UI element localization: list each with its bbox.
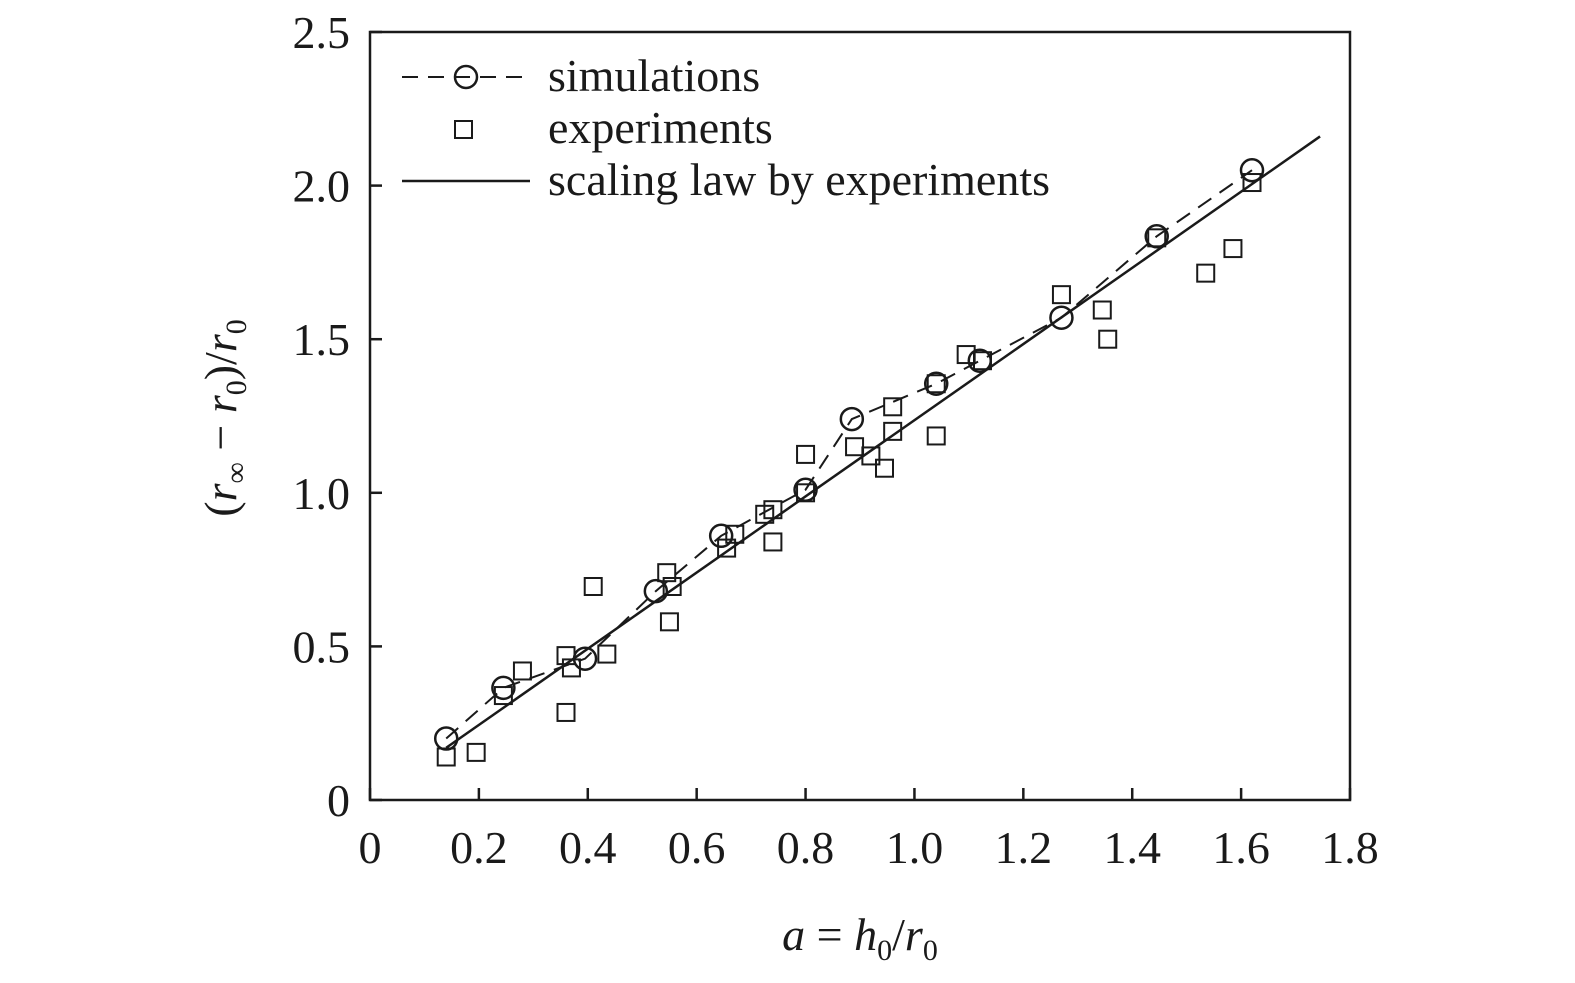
x-tick-label-5: 1.0 xyxy=(886,822,944,873)
experiment-point xyxy=(725,524,745,544)
x-tick-label-4: 0.8 xyxy=(777,822,835,873)
legend-scaling-law-label: scaling law by experiments xyxy=(548,154,1050,205)
simulation-point xyxy=(1239,157,1265,183)
x-tick-label-3: 0.6 xyxy=(668,822,726,873)
experiment-point xyxy=(883,397,903,417)
simulation-point xyxy=(839,406,865,432)
x-tick-label-6: 1.2 xyxy=(995,822,1053,873)
experiment-point xyxy=(1092,300,1112,320)
experiment-point xyxy=(763,500,783,520)
simulation-point xyxy=(1049,305,1074,330)
simulations-line xyxy=(445,169,1253,740)
experiment-point xyxy=(1098,329,1118,349)
x-tick-label-1: 0.2 xyxy=(450,822,508,873)
y-tick-label-2: 1.0 xyxy=(293,468,351,519)
simulation-point xyxy=(491,675,516,701)
x-tick-label-8: 1.6 xyxy=(1212,822,1270,873)
experiment-point xyxy=(512,661,532,681)
simulation-point xyxy=(923,371,949,396)
y-tick-label-0: 0 xyxy=(327,775,350,826)
legend-simulations-label: simulations xyxy=(548,50,760,101)
experiment-point xyxy=(796,444,816,464)
series-layer xyxy=(433,135,1321,767)
experiment-point xyxy=(926,374,946,394)
y-tick-label-3: 1.5 xyxy=(293,314,351,365)
legend-simulations-marker xyxy=(453,64,479,90)
experiment-point xyxy=(583,576,603,596)
x-axis-label: a = h0/r0 xyxy=(782,909,938,967)
experiment-point xyxy=(662,576,682,596)
simulation-point xyxy=(793,477,818,502)
experiment-point xyxy=(1223,239,1243,259)
simulation-point xyxy=(572,646,598,671)
experiment-point xyxy=(659,612,679,632)
y-axis-label: (r∞ − r0)/r0 xyxy=(195,319,253,517)
y-tick-label-4: 2.0 xyxy=(293,161,351,212)
experiment-point xyxy=(1051,285,1071,305)
x-tick-label-7: 1.4 xyxy=(1103,822,1161,873)
simulation-point xyxy=(967,348,993,373)
simulation-point xyxy=(708,523,734,549)
experiment-point xyxy=(1242,173,1262,193)
legend: simulations experiments scaling law by e… xyxy=(402,50,1050,205)
experiment-point xyxy=(556,646,576,666)
x-tick-label-9: 1.8 xyxy=(1321,822,1379,873)
experiment-point xyxy=(556,702,576,722)
experiment-point xyxy=(845,437,865,457)
y-tick-label-5: 2.5 xyxy=(293,7,351,58)
experiment-point xyxy=(466,742,486,762)
simulation-point xyxy=(643,578,669,604)
simulation-point xyxy=(433,726,459,751)
experiment-point xyxy=(926,426,946,446)
x-tick-label-0: 0 xyxy=(359,822,382,873)
x-tick-label-2: 0.4 xyxy=(559,822,617,873)
experiment-point xyxy=(493,686,513,706)
legend-experiments-label: experiments xyxy=(548,102,773,153)
simulation-point xyxy=(1144,224,1169,249)
experiment-point xyxy=(883,421,903,441)
experiment-point xyxy=(436,747,456,767)
legend-experiments-marker xyxy=(454,120,473,139)
y-tick-labels: 0 0.5 1.0 1.5 2.0 2.5 xyxy=(293,7,351,826)
scaling-law-line xyxy=(445,135,1321,749)
x-tick-labels: 0 0.2 0.4 0.6 0.8 1.0 1.2 1.4 1.6 1.8 xyxy=(359,822,1379,873)
experiment-point xyxy=(861,446,881,466)
y-tick-label-1: 0.5 xyxy=(293,621,351,672)
experiment-point xyxy=(597,644,617,664)
experiment-point xyxy=(657,563,677,583)
plot-frame xyxy=(368,30,1352,802)
experiment-point xyxy=(875,458,894,478)
experiment-point xyxy=(763,532,783,552)
experiment-point xyxy=(1196,263,1216,283)
